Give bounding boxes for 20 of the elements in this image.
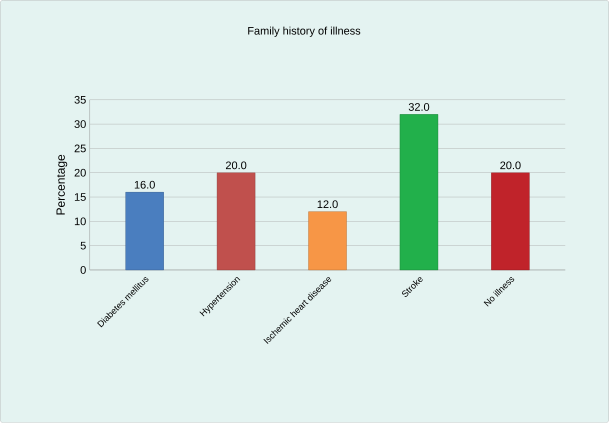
y-tick-label: 10 bbox=[74, 218, 86, 226]
y-tick-label: 20 bbox=[74, 168, 86, 177]
data-label: 16.0 bbox=[134, 180, 155, 189]
data-label: 12.0 bbox=[318, 200, 338, 208]
data-label: 20.0 bbox=[226, 162, 246, 170]
y-tick-label: 0 bbox=[80, 266, 86, 274]
y-tick-label: 35 bbox=[74, 96, 86, 104]
bar bbox=[125, 192, 164, 270]
data-label: 20.0 bbox=[500, 162, 521, 170]
data-label: 32.0 bbox=[408, 103, 430, 111]
bar bbox=[216, 172, 256, 270]
bar bbox=[491, 172, 530, 270]
chart-title: Family history of illness bbox=[248, 26, 360, 37]
y-tick-label: 25 bbox=[74, 144, 86, 152]
y-tick-label: 30 bbox=[74, 120, 86, 128]
y-tick-label: 15 bbox=[74, 193, 86, 201]
y-tick-label: 5 bbox=[80, 242, 86, 250]
bar bbox=[400, 114, 438, 270]
bar bbox=[308, 212, 347, 270]
y-axis-title: Percentage bbox=[56, 154, 68, 215]
